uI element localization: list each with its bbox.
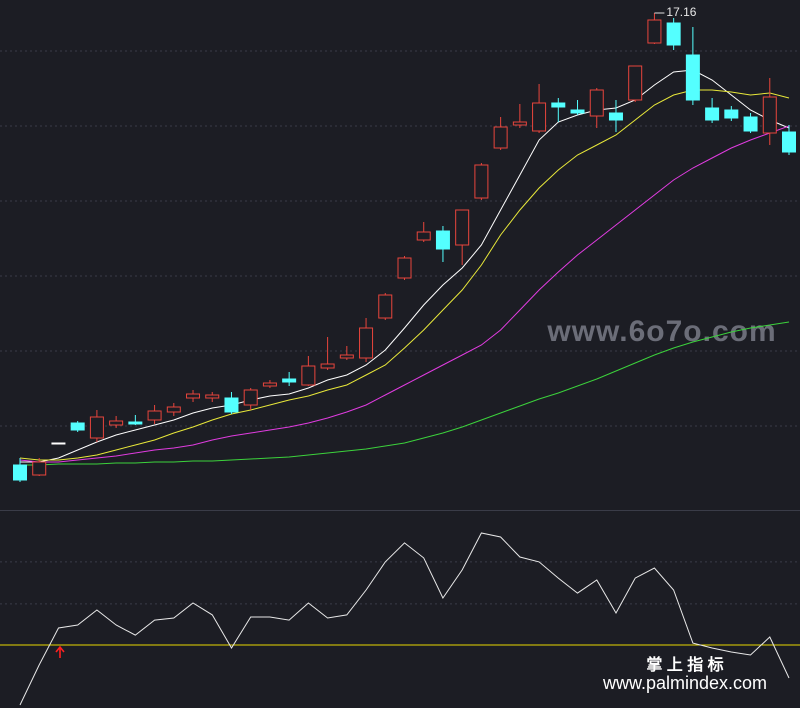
candle-body: [186, 393, 201, 399]
candle-body: [474, 164, 489, 199]
candle-body: [147, 410, 162, 421]
candle-body: [435, 230, 450, 250]
candle-body: [359, 327, 374, 359]
moving-average: [19, 89, 790, 461]
high-label: 17.16: [666, 5, 696, 19]
candle-body: [224, 397, 239, 413]
candle-body: [705, 107, 720, 121]
candle-body: [532, 102, 547, 132]
candle-body: [628, 65, 643, 101]
candle-body: [205, 394, 220, 399]
candle-body: [32, 461, 47, 476]
candle-body: [589, 89, 604, 117]
candle-body: [166, 406, 181, 413]
moving-average: [19, 125, 790, 463]
candle-body: [724, 109, 739, 119]
candle-body: [416, 231, 431, 241]
candle-body: [243, 389, 258, 406]
candle-body: [647, 19, 662, 44]
candle-body: [685, 54, 700, 101]
brand-title: 掌 上 指 标: [646, 655, 723, 674]
candle-body: [282, 378, 297, 383]
moving-average: [20, 321, 790, 466]
candle-body: [89, 416, 104, 439]
candle-body: [378, 294, 393, 319]
candle-body: [339, 354, 354, 359]
brand-url: www.palmindex.com: [602, 673, 767, 693]
candle-body: [70, 422, 85, 431]
candle-body: [320, 363, 335, 369]
candle-body: [666, 22, 681, 46]
candle-body: [570, 109, 585, 114]
candle-body: [109, 420, 124, 426]
candle-body: [782, 131, 796, 153]
candle-body: [762, 96, 777, 134]
candle-body: [493, 126, 508, 149]
candle-body: [301, 365, 316, 386]
indicator-line: [19, 532, 790, 706]
signal-arrow: [55, 645, 65, 658]
candle-body: [128, 421, 143, 425]
candle-body: [608, 112, 623, 121]
watermark: www.6o7o.com: [546, 315, 776, 348]
candle-body: [262, 382, 277, 387]
candle-body: [13, 464, 27, 481]
candle-body: [397, 257, 412, 279]
candle-body: [51, 442, 66, 445]
candle-body: [743, 116, 758, 132]
candle-body: [455, 209, 470, 246]
candle-body: [512, 121, 527, 126]
moving-average: [20, 69, 790, 463]
candle-body: [551, 102, 566, 108]
